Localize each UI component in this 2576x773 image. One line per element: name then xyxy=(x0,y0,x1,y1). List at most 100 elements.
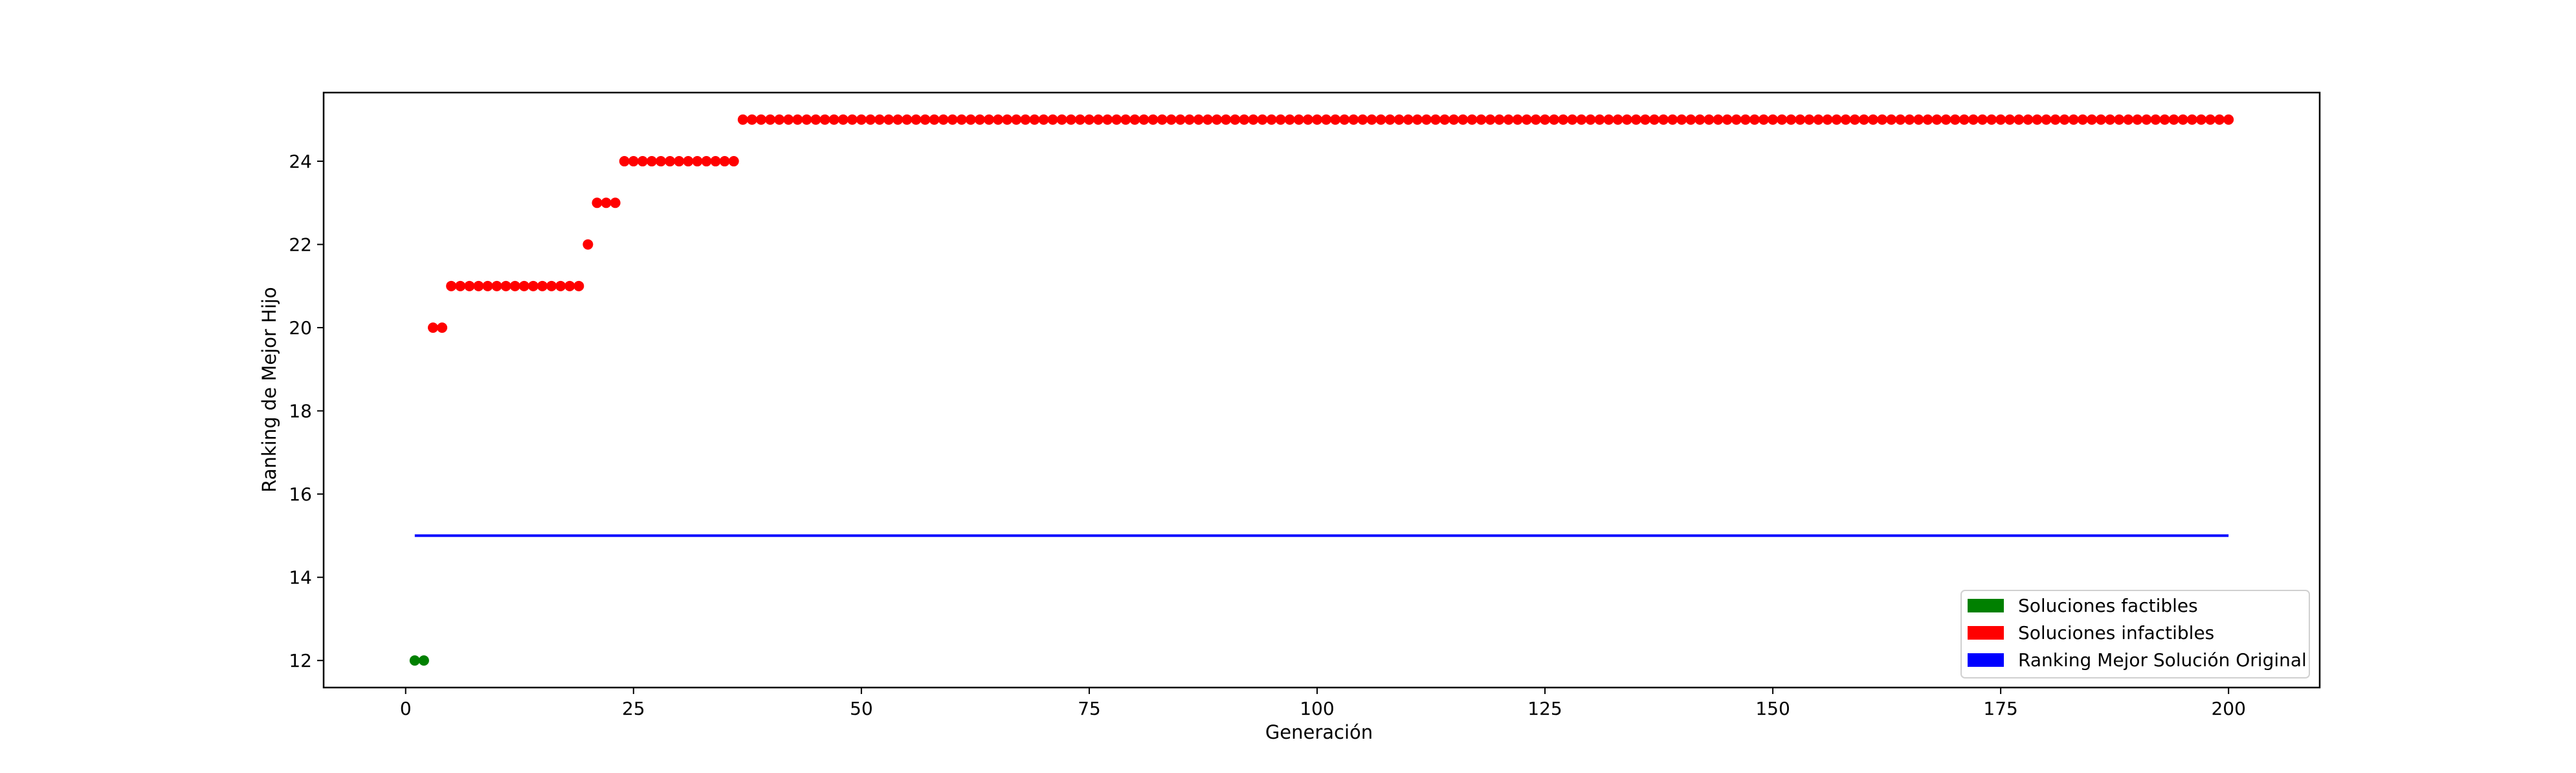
infeasible-point xyxy=(1093,114,1104,125)
infeasible-point xyxy=(601,197,612,208)
x-tick-label: 200 xyxy=(2211,698,2245,719)
infeasible-point xyxy=(947,114,958,125)
infeasible-point xyxy=(1849,114,1860,125)
infeasible-point xyxy=(810,114,821,125)
infeasible-point xyxy=(2105,114,2116,125)
infeasible-point xyxy=(437,322,448,333)
infeasible-point xyxy=(1922,114,1933,125)
infeasible-point xyxy=(1549,114,1560,125)
x-tick-label: 125 xyxy=(1527,698,1562,719)
infeasible-point xyxy=(1129,114,1140,125)
infeasible-point xyxy=(1257,114,1268,125)
infeasible-point xyxy=(1503,114,1514,125)
infeasible-point xyxy=(546,280,557,291)
infeasible-point xyxy=(1940,114,1951,125)
infeasible-point xyxy=(455,280,466,291)
infeasible-point xyxy=(1567,114,1578,125)
infeasible-point xyxy=(956,114,967,125)
x-tick-label: 25 xyxy=(622,698,645,719)
plot-frame xyxy=(322,91,2321,689)
infeasible-point xyxy=(2168,114,2179,125)
infeasible-point xyxy=(1558,114,1569,125)
infeasible-point xyxy=(1302,114,1313,125)
infeasible-point xyxy=(1913,114,1924,125)
x-tick-label: 150 xyxy=(1755,698,1790,719)
infeasible-point xyxy=(1357,114,1368,125)
infeasible-point xyxy=(1002,114,1013,125)
infeasible-point xyxy=(783,114,794,125)
infeasible-point xyxy=(1722,114,1733,125)
infeasible-point xyxy=(1612,114,1623,125)
infeasible-point xyxy=(1439,114,1450,125)
infeasible-point xyxy=(2123,114,2134,125)
infeasible-point xyxy=(1074,114,1085,125)
infeasible-point xyxy=(911,114,922,125)
infeasible-point xyxy=(1083,114,1094,125)
infeasible-point xyxy=(765,114,776,125)
infeasible-point xyxy=(1485,114,1496,125)
infeasible-point xyxy=(1202,114,1213,125)
infeasible-point xyxy=(828,114,839,125)
x-tick-label: 175 xyxy=(1983,698,2017,719)
legend-swatch-infactibles xyxy=(1968,626,2004,640)
infeasible-point xyxy=(1704,114,1715,125)
infeasible-point xyxy=(464,280,475,291)
infeasible-point xyxy=(2132,114,2143,125)
infeasible-point xyxy=(1020,114,1031,125)
infeasible-point xyxy=(656,156,667,167)
infeasible-point xyxy=(1175,114,1186,125)
infeasible-point xyxy=(1038,114,1049,125)
infeasible-point xyxy=(427,322,438,333)
infeasible-point xyxy=(564,280,575,291)
infeasible-point xyxy=(2032,114,2043,125)
infeasible-point xyxy=(1749,114,1760,125)
infeasible-point xyxy=(1639,114,1650,125)
infeasible-point xyxy=(1184,114,1195,125)
legend: Soluciones factibles Soluciones infactib… xyxy=(1960,590,2310,678)
infeasible-point xyxy=(2086,114,2097,125)
infeasible-point xyxy=(1521,114,1532,125)
infeasible-point xyxy=(1056,114,1067,125)
infeasible-point xyxy=(1366,114,1377,125)
y-tick-label: 12 xyxy=(289,650,312,671)
infeasible-point xyxy=(1795,114,1806,125)
infeasible-point xyxy=(1476,114,1487,125)
infeasible-point xyxy=(746,114,757,125)
infeasible-point xyxy=(701,156,712,167)
legend-swatch-factibles xyxy=(1968,599,2004,612)
y-tick-label: 22 xyxy=(289,234,312,256)
infeasible-point xyxy=(1694,114,1705,125)
legend-label-original: Ranking Mejor Solución Original xyxy=(2018,649,2307,671)
infeasible-point xyxy=(893,114,904,125)
infeasible-point xyxy=(2077,114,2088,125)
infeasible-point xyxy=(965,114,976,125)
infeasible-point xyxy=(1412,114,1423,125)
y-axis-ticks: 12 14 16 18 20 22 24 xyxy=(289,151,324,671)
infeasible-point xyxy=(838,114,849,125)
infeasible-point xyxy=(1102,114,1113,125)
infeasible-point xyxy=(1339,114,1350,125)
infeasible-point xyxy=(755,114,766,125)
infeasible-point xyxy=(1676,114,1687,125)
infeasible-point xyxy=(2114,114,2125,125)
y-tick-label: 24 xyxy=(289,151,312,172)
y-tick-label: 16 xyxy=(289,484,312,505)
infeasible-point xyxy=(1585,114,1596,125)
infeasible-point xyxy=(974,114,985,125)
infeasible-point xyxy=(628,156,639,167)
infeasible-point xyxy=(2150,114,2161,125)
infeasible-point xyxy=(2068,114,2079,125)
infeasible-point xyxy=(1877,114,1888,125)
infeasible-point xyxy=(874,114,885,125)
infeasible-point xyxy=(1786,114,1797,125)
infeasible-point xyxy=(1384,114,1395,125)
infeasible-point xyxy=(2177,114,2188,125)
infeasible-point xyxy=(1931,114,1942,125)
infeasible-point xyxy=(2205,114,2216,125)
x-tick-label: 100 xyxy=(1300,698,1334,719)
infeasible-point xyxy=(1458,114,1469,125)
infeasible-point xyxy=(1403,114,1414,125)
x-tick-label: 50 xyxy=(850,698,873,719)
infeasible-point xyxy=(902,114,913,125)
infeasible-point xyxy=(1166,114,1177,125)
